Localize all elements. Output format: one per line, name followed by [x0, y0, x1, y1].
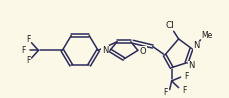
Text: N: N [101, 46, 108, 55]
Text: F: F [184, 72, 188, 81]
Text: N: N [193, 41, 199, 50]
Text: F: F [26, 56, 31, 65]
Text: F: F [163, 88, 167, 97]
Text: Cl: Cl [164, 21, 173, 30]
Text: N: N [188, 61, 194, 70]
Text: F: F [182, 86, 186, 95]
Text: F: F [26, 35, 31, 44]
Text: F: F [21, 46, 26, 55]
Text: O: O [139, 47, 145, 56]
Text: Me: Me [200, 31, 211, 40]
